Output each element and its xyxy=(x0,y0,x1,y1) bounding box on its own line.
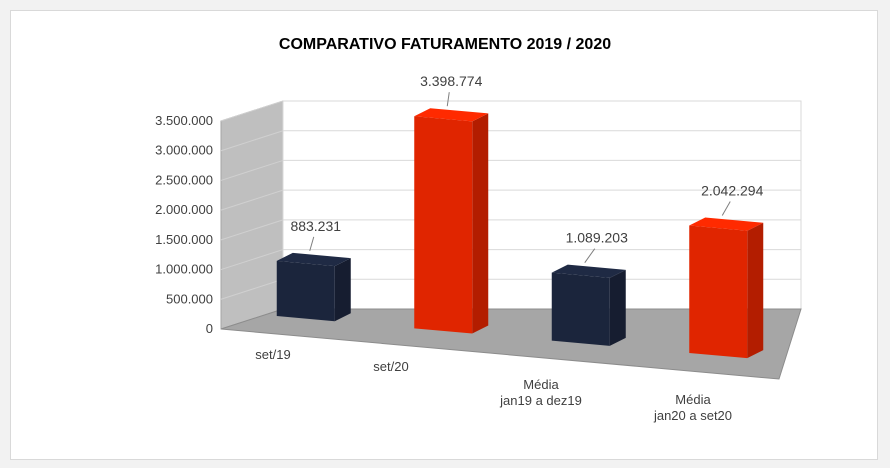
bar-top xyxy=(414,108,489,122)
data-label: 2.042.294 xyxy=(701,183,763,199)
x-tick-label: set/20 xyxy=(373,359,408,374)
y-tick-label: 1.000.000 xyxy=(155,262,213,277)
side-gridline xyxy=(220,219,284,241)
x-tick-label: Média jan19 a dez19 xyxy=(499,377,582,408)
leader-line xyxy=(309,236,315,252)
chart-title: COMPARATIVO FATURAMENTO 2019 / 2020 xyxy=(279,36,611,53)
chart-area: COMPARATIVO FATURAMENTO 2019 / 2020 0 500… xyxy=(10,10,878,460)
y-tick-label: 500.000 xyxy=(166,291,213,306)
leader-line xyxy=(446,92,450,107)
y-tick-label: 0 xyxy=(206,321,213,336)
y-tick-label: 2.500.000 xyxy=(155,172,213,187)
side-gridline xyxy=(220,249,284,271)
bar xyxy=(689,225,748,359)
leader-line xyxy=(721,201,731,216)
side-gridline xyxy=(220,130,284,152)
plot-area: 0 500.000 1.000.000 1.500.000 2.000.000 2.500… xyxy=(155,73,802,423)
bar-side xyxy=(472,113,489,334)
x-tick-label-line: Média xyxy=(523,377,559,392)
bar-chart: COMPARATIVO FATURAMENTO 2019 / 2020 0 500… xyxy=(155,36,802,423)
bar xyxy=(414,116,473,334)
bar-side xyxy=(334,258,351,322)
x-tick-label: Média jan20 a set20 xyxy=(653,392,732,423)
y-tick-label: 3.000.000 xyxy=(155,143,213,158)
floor xyxy=(220,308,802,380)
x-tick-label-line: jan19 a dez19 xyxy=(499,393,582,408)
bar-top xyxy=(276,252,351,267)
bar-top xyxy=(689,217,764,231)
side-gridline xyxy=(220,100,284,122)
bar-top xyxy=(551,264,626,278)
leader-line xyxy=(584,248,596,263)
data-label: 883.231 xyxy=(290,218,341,234)
bar xyxy=(551,272,610,346)
side-wall xyxy=(220,100,284,330)
data-label: 3.398.774 xyxy=(420,73,482,89)
y-tick-label: 3.500.000 xyxy=(155,113,213,128)
data-label: 1.089.203 xyxy=(566,230,628,246)
bar-side xyxy=(609,269,626,346)
x-tick-label-line: set/19 xyxy=(255,347,290,362)
x-tick-label: set/19 xyxy=(255,347,290,362)
bar xyxy=(276,260,335,322)
x-tick-label-line: jan20 a set20 xyxy=(653,408,732,423)
side-gridline xyxy=(220,189,284,211)
x-tick-label-line: Média xyxy=(675,392,711,407)
x-tick-label-line: set/20 xyxy=(373,359,408,374)
side-gridline xyxy=(220,278,284,300)
y-tick-label: 2.000.000 xyxy=(155,202,213,217)
bar-side xyxy=(747,222,764,359)
y-tick-label: 1.500.000 xyxy=(155,232,213,247)
side-gridline xyxy=(220,159,284,181)
